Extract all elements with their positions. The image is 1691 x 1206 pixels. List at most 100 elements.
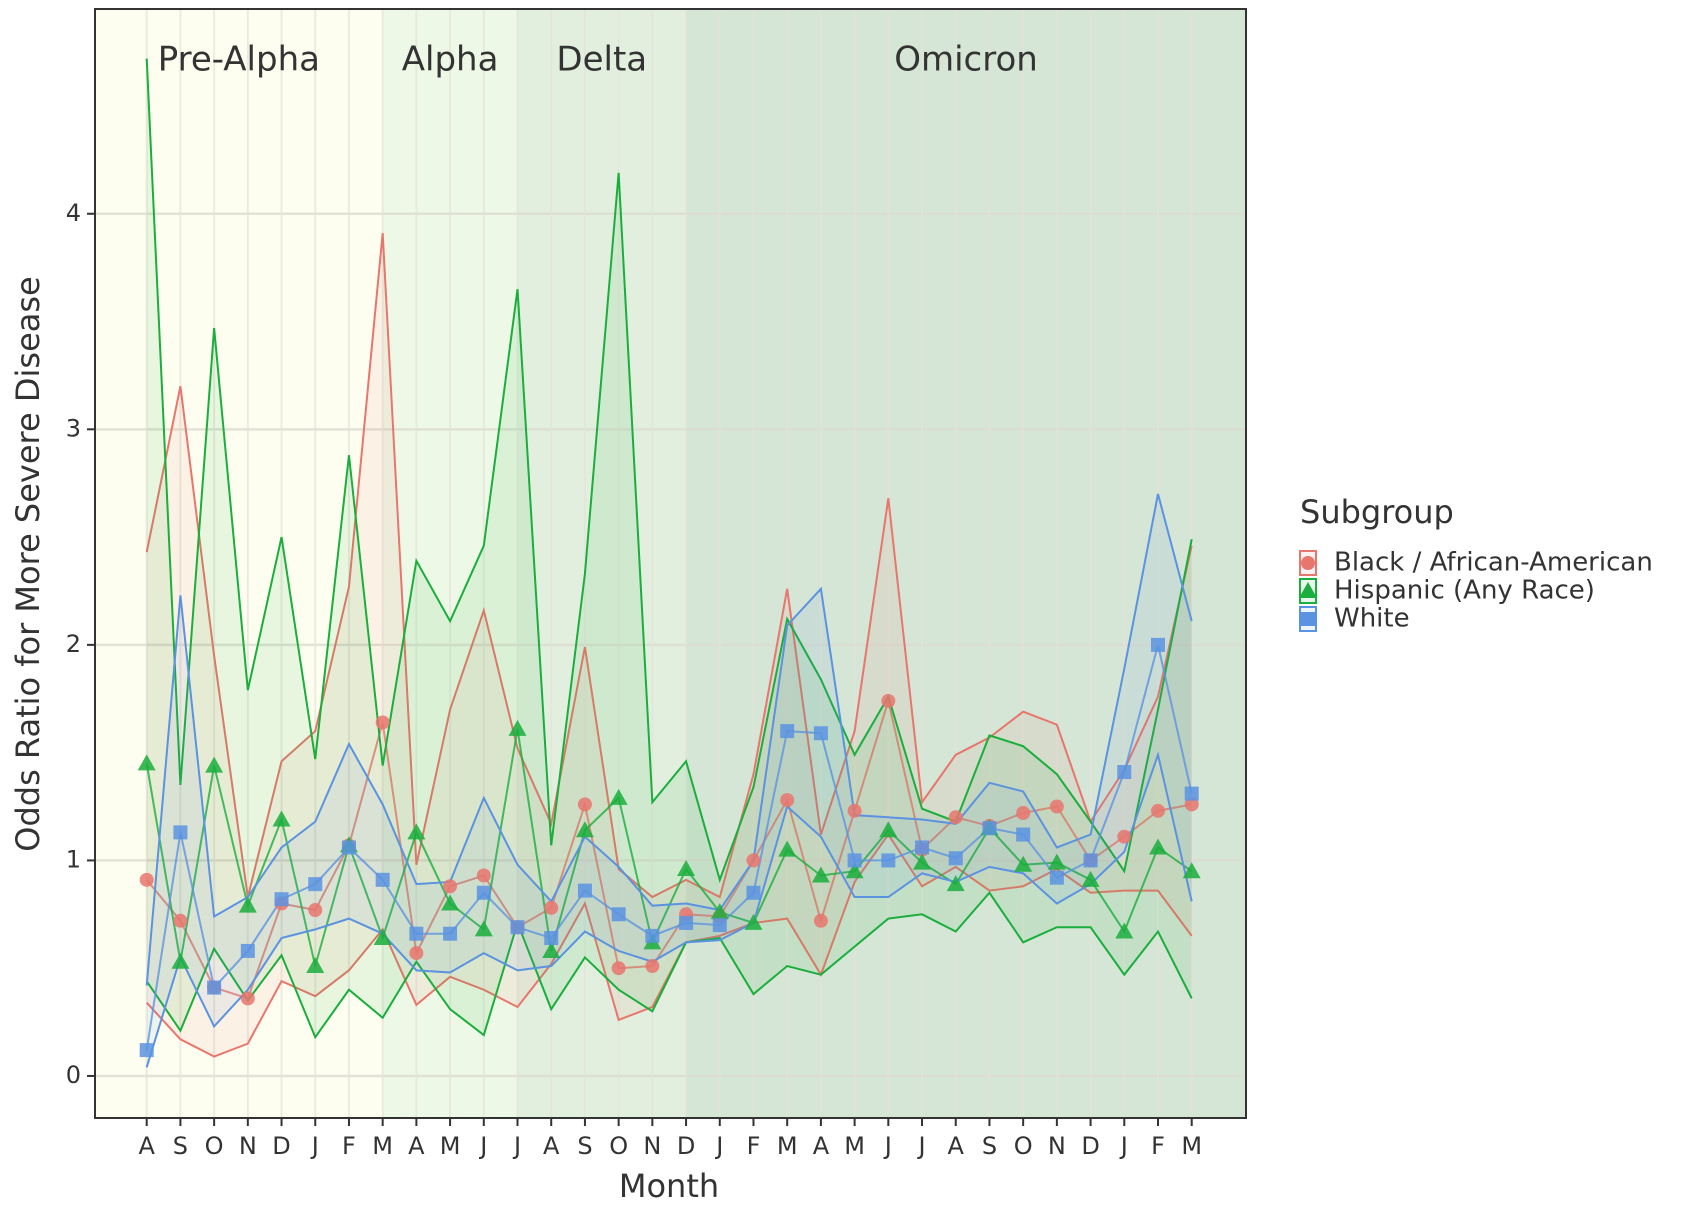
point — [577, 797, 592, 812]
y-tick-label: 2 — [66, 630, 81, 658]
y-tick-label: 0 — [66, 1061, 81, 1089]
x-tick-label: D — [272, 1132, 290, 1160]
point — [1083, 853, 1098, 868]
point — [780, 793, 795, 808]
point — [575, 821, 594, 838]
point — [137, 754, 156, 771]
point — [373, 929, 392, 946]
x-tick-label: N — [1048, 1132, 1066, 1160]
point — [1047, 853, 1066, 870]
era-band — [686, 9, 1246, 1118]
ci-line — [145, 493, 1193, 986]
x-tick-label: J — [512, 1132, 521, 1160]
x-tick-label: F — [747, 1132, 761, 1160]
x-tick-label: M — [440, 1132, 461, 1160]
point — [611, 907, 626, 922]
legend-marker — [1301, 612, 1315, 626]
point — [609, 788, 628, 805]
point — [1014, 855, 1033, 872]
point — [1081, 870, 1100, 887]
point — [946, 875, 965, 892]
point — [847, 803, 862, 818]
point — [173, 825, 188, 840]
point — [982, 821, 997, 836]
x-tick-label: J — [916, 1132, 925, 1160]
x-tick-label: O — [1014, 1132, 1033, 1160]
point — [1049, 799, 1064, 814]
point — [1016, 827, 1031, 842]
era-label: Pre-Alpha — [158, 40, 320, 80]
point — [272, 810, 291, 827]
point — [341, 840, 356, 855]
point — [744, 913, 763, 930]
point — [375, 872, 390, 887]
point — [847, 853, 862, 868]
point — [443, 926, 458, 941]
legend-title: Subgroup — [1300, 493, 1454, 531]
legend-label: Black / African-American — [1334, 548, 1653, 578]
point — [677, 860, 696, 877]
point — [611, 961, 626, 976]
x-tick-label: J — [478, 1132, 487, 1160]
point — [915, 840, 930, 855]
point — [510, 920, 525, 935]
point — [778, 840, 797, 857]
x-tick-label: A — [408, 1132, 425, 1160]
point — [1151, 803, 1165, 818]
point — [577, 883, 592, 898]
point — [207, 980, 222, 995]
point — [1117, 765, 1132, 780]
point — [948, 851, 963, 866]
point — [544, 931, 559, 946]
x-tick-label: S — [982, 1132, 997, 1160]
point — [407, 823, 426, 840]
x-tick-label: J — [1119, 1132, 1128, 1160]
x-tick-label: J — [714, 1132, 723, 1160]
point — [948, 810, 963, 825]
y-tick-label: 3 — [66, 414, 81, 442]
point — [274, 892, 289, 907]
point — [139, 872, 154, 887]
point — [238, 896, 257, 913]
x-tick-label: F — [342, 1132, 356, 1160]
point — [476, 868, 491, 883]
point — [240, 943, 255, 958]
x-tick-label: M — [844, 1132, 865, 1160]
legend-label: Hispanic (Any Race) — [1334, 576, 1595, 606]
x-tick-label: D — [1081, 1132, 1099, 1160]
panel-border — [94, 8, 1247, 1119]
x-tick-label: O — [205, 1132, 224, 1160]
point — [845, 862, 864, 879]
x-tick-label: M — [1181, 1132, 1202, 1160]
x-tick-label: O — [609, 1132, 628, 1160]
series-line — [145, 728, 1193, 967]
y-tick-label: 1 — [66, 845, 81, 873]
point — [171, 952, 190, 969]
point — [544, 900, 559, 915]
era-band — [95, 9, 383, 1118]
point — [1117, 829, 1132, 844]
x-tick-label: J — [883, 1132, 892, 1160]
x-tick-label: A — [813, 1132, 830, 1160]
x-tick-label: M — [777, 1132, 798, 1160]
y-axis-title: Odds Ratio for More Severe Disease — [9, 276, 47, 851]
x-tick-label: S — [173, 1132, 188, 1160]
era-label: Alpha — [402, 40, 499, 80]
x-tick-label: S — [577, 1132, 592, 1160]
point — [1115, 922, 1134, 939]
legend-marker — [1301, 556, 1315, 570]
legend-label: White — [1334, 604, 1410, 634]
point — [811, 866, 830, 883]
point — [881, 693, 896, 708]
x-tick-label: A — [948, 1132, 965, 1160]
point — [1049, 870, 1064, 885]
point — [746, 853, 761, 868]
x-tick-label: A — [138, 1132, 155, 1160]
point — [813, 913, 828, 928]
point — [240, 991, 255, 1006]
point — [1149, 838, 1167, 855]
ci-line — [145, 891, 1193, 1040]
point — [679, 915, 694, 930]
x-tick-label: D — [677, 1132, 695, 1160]
point — [881, 853, 896, 868]
